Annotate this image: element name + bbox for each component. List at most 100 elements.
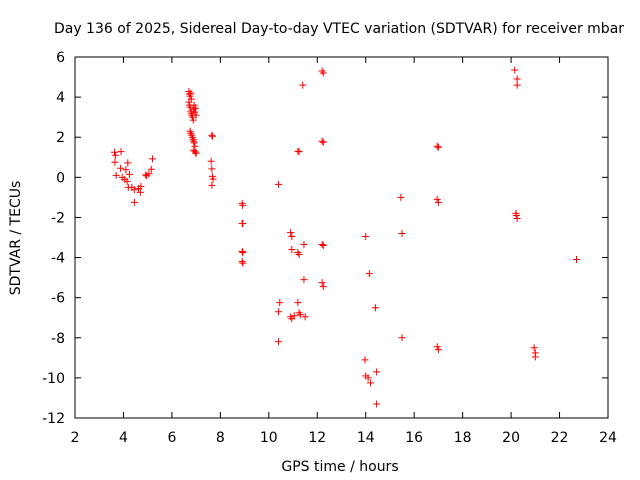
x-tick-label: 24 [599, 430, 617, 446]
data-point [192, 111, 200, 119]
data-point [362, 232, 370, 240]
data-point [513, 75, 521, 83]
data-point [398, 229, 406, 237]
data-point [147, 165, 155, 173]
data-point [434, 198, 442, 206]
data-point [573, 256, 581, 264]
data-point [208, 131, 216, 139]
data-point [318, 279, 326, 287]
data-point [319, 69, 327, 77]
data-point [288, 246, 296, 254]
x-tick-label: 20 [502, 430, 520, 446]
x-tick-label: 14 [357, 430, 375, 446]
data-point [186, 92, 194, 100]
data-point [295, 251, 303, 259]
data-point [239, 219, 247, 227]
data-point [513, 214, 521, 222]
x-tick-label: 16 [405, 430, 423, 446]
data-point [117, 148, 125, 156]
data-point [142, 171, 150, 179]
data-point [433, 343, 441, 351]
data-point [531, 353, 539, 361]
data-point [318, 137, 326, 145]
x-tick-label: 10 [260, 430, 278, 446]
data-point [238, 248, 246, 256]
data-point [186, 103, 194, 111]
data-point [530, 344, 538, 352]
data-point [189, 113, 197, 121]
data-point [397, 193, 405, 201]
data-point [111, 151, 119, 159]
x-tick-label: 18 [454, 430, 472, 446]
data-point [130, 198, 138, 206]
x-axis-ticks: 2 4 6 8 10 12 14 16 18 20 22 24 [71, 57, 617, 446]
data-point [299, 81, 307, 89]
data-point [398, 334, 406, 342]
x-tick-label: 8 [216, 430, 225, 446]
data-point [207, 157, 215, 165]
y-tick-label: 4 [56, 90, 65, 106]
y-tick-label: -8 [51, 331, 65, 347]
data-point [319, 138, 327, 146]
data-point [117, 164, 125, 172]
y-tick-label: -12 [42, 411, 65, 427]
x-tick-label: 12 [308, 430, 326, 446]
data-point [433, 195, 441, 203]
data-point [295, 148, 303, 156]
y-tick-label: -10 [42, 371, 65, 387]
data-point [275, 180, 283, 188]
data-point [512, 211, 520, 219]
data-point [373, 368, 381, 376]
data-point [294, 299, 302, 307]
data-point [239, 249, 247, 257]
y-tick-label: 6 [56, 50, 65, 66]
data-point [361, 356, 369, 364]
data-point [364, 374, 372, 382]
data-point [136, 188, 144, 196]
chart-title: Day 136 of 2025, Sidereal Day-to-day VTE… [54, 21, 624, 37]
data-point [434, 346, 442, 354]
data-point [190, 101, 198, 109]
y-tick-label: -6 [51, 291, 65, 307]
y-tick-label: -2 [51, 210, 65, 226]
data-point [238, 258, 246, 266]
plot-frame [74, 56, 609, 419]
data-point [130, 186, 138, 194]
data-point [434, 143, 442, 151]
data-point [373, 400, 381, 408]
data-point [189, 116, 197, 124]
data-point [513, 81, 521, 89]
data-point [371, 304, 379, 312]
data-point [122, 166, 130, 174]
data-point [190, 139, 198, 147]
data-point [239, 201, 247, 209]
data-point [112, 171, 120, 179]
data-point [300, 241, 308, 249]
data-points [110, 66, 581, 408]
y-tick-label: 0 [56, 170, 65, 186]
x-tick-label: 2 [71, 430, 80, 446]
data-point [511, 66, 519, 74]
data-point [208, 165, 216, 173]
x-axis-label: GPS time / hours [281, 459, 398, 475]
data-point [187, 89, 195, 97]
x-tick-label: 4 [119, 430, 128, 446]
data-point [209, 175, 217, 183]
data-point [239, 259, 247, 267]
data-point [276, 299, 284, 307]
y-axis-label: SDTVAR / TECUs [8, 181, 24, 296]
data-point [290, 312, 298, 320]
data-point [433, 142, 441, 150]
data-point [110, 148, 118, 156]
data-point [365, 270, 373, 278]
data-point [275, 308, 283, 316]
data-point [287, 228, 295, 236]
data-point [192, 149, 200, 157]
data-point [124, 159, 132, 167]
data-point [192, 104, 200, 112]
data-point [145, 170, 153, 178]
data-point [126, 170, 134, 178]
data-point [275, 338, 283, 346]
data-point [300, 276, 308, 284]
